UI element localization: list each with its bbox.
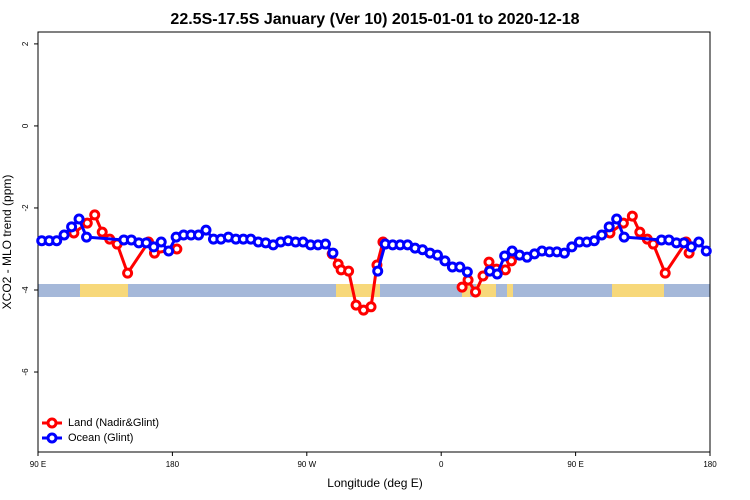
point <box>51 235 63 247</box>
point <box>685 241 697 253</box>
point <box>483 256 495 268</box>
point <box>461 266 473 278</box>
point <box>693 236 705 248</box>
y-tick-label: -2 <box>21 204 30 212</box>
point <box>611 213 623 225</box>
point <box>456 281 468 293</box>
point <box>365 301 377 313</box>
y-axis-label: XCO2 - MLO trend (ppm) <box>0 175 14 310</box>
point <box>566 241 578 253</box>
point <box>588 235 600 247</box>
point <box>96 226 108 238</box>
point <box>327 247 339 259</box>
point <box>634 226 646 238</box>
x-tick-label: 90 E <box>567 460 583 469</box>
land-strip <box>336 284 380 297</box>
point <box>155 236 167 248</box>
point <box>558 247 570 259</box>
point <box>122 267 134 279</box>
point <box>603 221 615 233</box>
point <box>89 209 101 221</box>
point <box>700 245 712 257</box>
x-tick-label: 90 W <box>297 460 316 469</box>
point <box>626 210 638 222</box>
point <box>81 231 93 243</box>
y-tick-label: -4 <box>21 286 30 294</box>
legend-label: Land (Nadir&Glint) <box>68 417 159 429</box>
land-strip <box>507 284 513 297</box>
point <box>73 213 85 225</box>
y-tick-label: -6 <box>21 368 30 376</box>
point <box>618 231 630 243</box>
point <box>647 238 659 250</box>
point <box>343 265 355 277</box>
legend-swatch <box>46 432 58 444</box>
point <box>596 229 608 241</box>
point <box>148 241 160 253</box>
point <box>163 245 175 257</box>
point <box>659 267 671 279</box>
point <box>491 268 503 280</box>
point <box>319 238 331 250</box>
y-tick-label: 2 <box>21 41 30 46</box>
point <box>350 299 362 311</box>
legend-swatch <box>46 417 58 429</box>
point <box>66 221 78 233</box>
point <box>193 229 205 241</box>
point <box>477 270 489 282</box>
point <box>470 286 482 298</box>
point <box>505 255 517 267</box>
point <box>431 249 443 261</box>
point <box>499 264 511 276</box>
x-tick-label: 180 <box>703 460 717 469</box>
x-tick-label: 90 E <box>30 460 46 469</box>
point <box>454 261 466 273</box>
x-tick-label: 0 <box>439 460 444 469</box>
point <box>200 224 212 236</box>
point <box>58 229 70 241</box>
x-tick-label: 180 <box>166 460 180 469</box>
chart-title: 22.5S-17.5S January (Ver 10) 2015-01-01 … <box>170 11 579 28</box>
point <box>81 217 93 229</box>
land-strip <box>476 284 496 297</box>
point <box>439 255 451 267</box>
legend-label: Ocean (Glint) <box>68 432 133 444</box>
y-tick-label: 0 <box>21 123 30 128</box>
land-strip <box>612 284 664 297</box>
point <box>499 250 511 262</box>
land-strip <box>80 284 128 297</box>
point <box>372 265 384 277</box>
x-axis-label: Longitude (deg E) <box>327 476 422 490</box>
